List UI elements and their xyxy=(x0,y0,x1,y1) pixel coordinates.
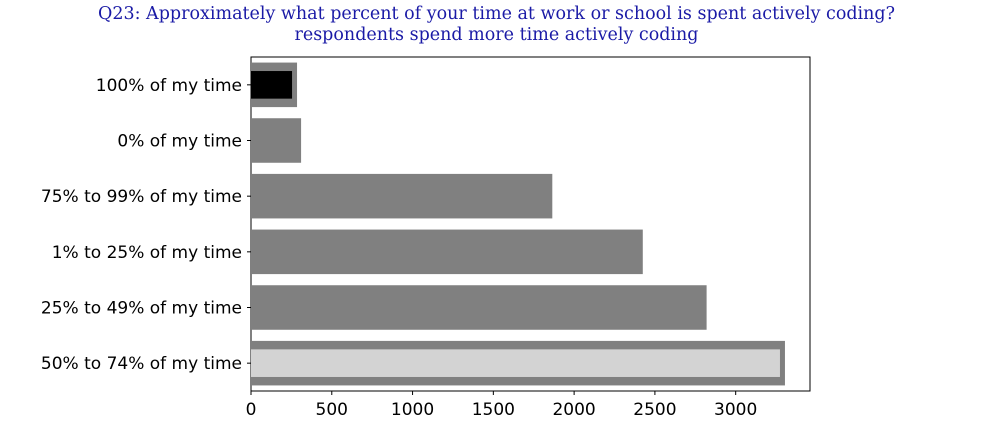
chart-title-block: Q23: Approximately what percent of your … xyxy=(0,4,993,46)
x-tick-label: 1500 xyxy=(472,400,515,420)
highlight-bar xyxy=(251,349,780,377)
bar xyxy=(251,229,643,275)
x-tick-label: 3000 xyxy=(714,400,757,420)
x-tick-label: 2500 xyxy=(633,400,676,420)
x-tick-label: 500 xyxy=(316,400,348,420)
y-tick-label: 1% to 25% of my time xyxy=(52,243,242,263)
x-tick-label: 0 xyxy=(246,400,257,420)
chart-title: Q23: Approximately what percent of your … xyxy=(97,4,896,24)
bars-group xyxy=(251,62,785,386)
y-tick-label: 25% to 49% of my time xyxy=(41,299,242,319)
plot-frame xyxy=(250,56,811,392)
bar xyxy=(251,173,553,219)
chart-subtitle: respondents spend more time actively cod… xyxy=(294,25,699,45)
bar xyxy=(251,285,707,330)
y-tick-label: 50% to 74% of my time xyxy=(41,354,242,374)
bar xyxy=(251,118,302,163)
y-tick-label: 75% to 99% of my time xyxy=(41,187,242,207)
x-tick-label: 1000 xyxy=(391,400,434,420)
y-axis: 100% of my time 0% of my time 75% to 99% o… xyxy=(41,76,251,374)
highlight-bar xyxy=(251,71,293,99)
y-tick-label: 0% of my time xyxy=(117,132,242,152)
y-tick-label: 100% of my time xyxy=(96,76,242,96)
x-tick-label: 2000 xyxy=(552,400,595,420)
x-axis: 0 500 1000 1500 2000 2500 3000 xyxy=(246,391,757,420)
